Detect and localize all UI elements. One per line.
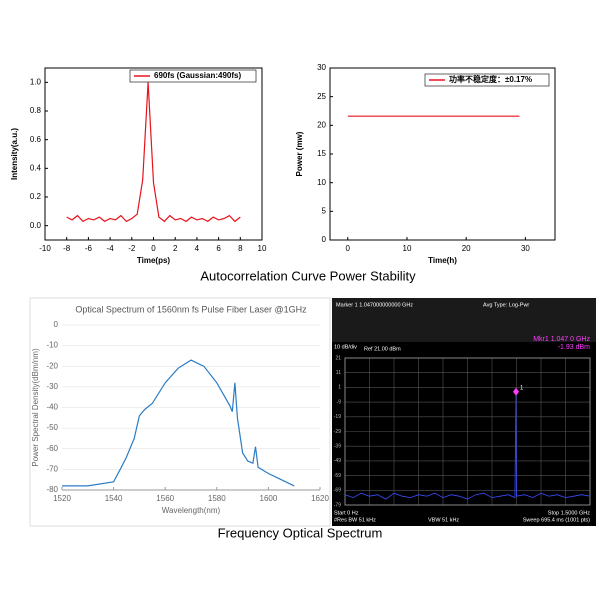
plot-frame: [44, 67, 263, 241]
y-tick-label: 21: [335, 355, 341, 361]
legend-box: [129, 69, 257, 83]
y-tick-label: -49: [334, 458, 341, 464]
annotation: -1.93 dBm: [558, 344, 590, 351]
panel-frame: [29, 297, 331, 527]
plot-frame: [344, 357, 591, 506]
legend-label: 690fs (Gaussian:490fs): [154, 71, 241, 80]
y-tick-label: -30: [46, 382, 58, 391]
analyzer-header: [332, 298, 596, 342]
x-axis-label: Time(h): [428, 256, 457, 265]
y-tick-label: -59: [334, 473, 341, 479]
y-tick-label: 15: [317, 149, 326, 158]
y-tick-label: 0: [322, 235, 327, 244]
x-axis-label: Wavelength(nm): [162, 506, 221, 515]
y-tick-label: -60: [46, 444, 58, 453]
y-tick-label: -9: [337, 399, 342, 405]
y-tick-label: 1.0: [30, 77, 42, 86]
y-tick-label: 0.2: [30, 192, 42, 201]
y-tick-label: -50: [46, 423, 58, 432]
series-line: [62, 359, 295, 487]
y-tick-label: 20: [317, 120, 326, 129]
annotation: Start 0 Hz: [334, 510, 359, 516]
x-tick-label: 1580: [208, 494, 226, 503]
x-tick-label: 10: [258, 244, 267, 253]
y-tick-label: -80: [46, 485, 58, 494]
legend-box: [424, 73, 550, 87]
x-tick-label: 30: [521, 244, 530, 253]
y-tick-label: -70: [46, 464, 58, 473]
annotation: Mkr1 1.047 0 GHz: [533, 336, 590, 343]
x-tick-label: 10: [403, 244, 412, 253]
y-tick-label: -40: [46, 403, 58, 412]
x-tick-label: -2: [128, 244, 136, 253]
x-tick-label: -6: [85, 244, 93, 253]
y-tick-label: 1: [338, 385, 341, 391]
x-tick-label: 1560: [156, 494, 174, 503]
y-tick-label: -79: [334, 502, 341, 508]
chart-title: Optical Spectrum of 1560nm fs Pulse Fibe…: [75, 304, 307, 314]
x-tick-label: 1540: [105, 494, 123, 503]
y-tick-label: -69: [334, 488, 341, 494]
y-tick-label: 0.8: [30, 106, 42, 115]
marker: [513, 387, 520, 396]
x-tick-label: 2: [173, 244, 178, 253]
x-tick-label: 4: [195, 244, 200, 253]
y-tick-label: -20: [46, 361, 58, 370]
x-axis-label: Time(ps): [137, 256, 171, 265]
y-tick-label: 10: [317, 178, 326, 187]
series-line: [66, 82, 241, 223]
y-axis-label: Power Spectral Density(dBm/nm): [31, 348, 40, 467]
y-tick-label: 0.0: [30, 221, 42, 230]
caption: Frequency Optical Spectrum: [218, 525, 383, 540]
x-tick-label: 0: [151, 244, 156, 253]
y-tick-label: -19: [334, 414, 341, 420]
y-tick-label: 0: [54, 320, 59, 329]
marker-label: 1: [520, 385, 524, 391]
y-tick-label: 0.4: [30, 163, 42, 172]
y-tick-label: 25: [317, 92, 326, 101]
annotation: 10 dB/div: [334, 344, 357, 350]
y-tick-label: 30: [317, 63, 326, 72]
annotation: Avg Type: Log-Pwr: [483, 302, 529, 308]
series-line: [344, 391, 591, 500]
y-tick-label: 0.6: [30, 135, 42, 144]
y-tick-label: -10: [46, 341, 58, 350]
x-tick-label: -8: [63, 244, 71, 253]
annotation: Ref 21.00 dBm: [364, 346, 401, 352]
y-tick-label: -39: [334, 444, 341, 450]
annotation: Sweep 695.4 ms (1001 pts): [523, 517, 590, 523]
y-axis-label: Power (mw): [295, 131, 304, 176]
y-tick-label: 5: [322, 206, 327, 215]
caption: Autocorrelation Curve Power Stability: [200, 268, 416, 283]
x-tick-label: 1520: [53, 494, 71, 503]
x-tick-label: -4: [107, 244, 115, 253]
plot-frame: [329, 67, 556, 241]
annotation: Marker 1 1.047000000000 GHz: [336, 302, 413, 308]
y-axis-label: Intensity(a.u.): [10, 128, 19, 180]
annotation: VBW 51 kHz: [428, 517, 459, 523]
y-tick-label: -29: [334, 429, 341, 435]
legend-label: 功率不稳定度：±0.17%: [449, 74, 532, 84]
x-tick-label: 0: [346, 244, 351, 253]
x-tick-label: 8: [238, 244, 243, 253]
annotation: Stop 1.5000 GHz: [548, 510, 590, 516]
annotation: #Res BW 51 kHz: [334, 517, 376, 523]
x-tick-label: 1600: [260, 494, 278, 503]
x-tick-label: 1620: [311, 494, 329, 503]
x-tick-label: -10: [39, 244, 51, 253]
x-tick-label: 6: [216, 244, 221, 253]
y-tick-label: 11: [336, 370, 341, 376]
x-tick-label: 20: [462, 244, 471, 253]
